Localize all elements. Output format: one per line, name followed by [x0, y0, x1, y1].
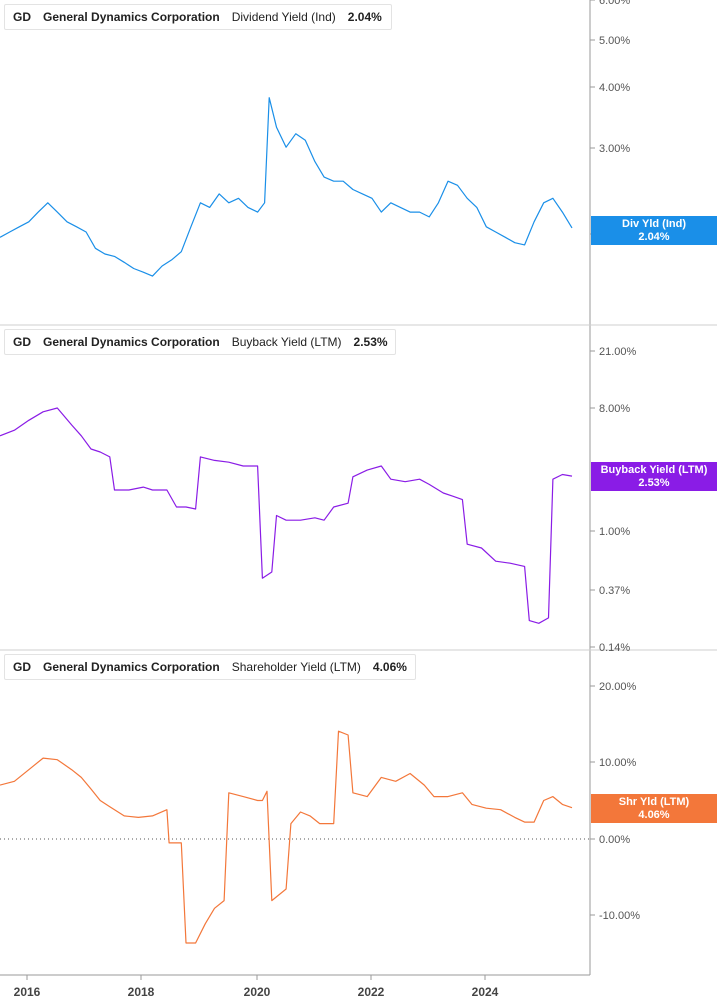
legend-metric-value: 4.06%: [372, 660, 407, 674]
legend-shareholder-yield: GD General Dynamics Corporation Sharehol…: [4, 654, 416, 680]
series-line-shareholder-yield: [0, 730, 573, 944]
x-tick-label: 2016: [14, 985, 41, 999]
x-tick-label: 2022: [358, 985, 385, 999]
y-tick-label: 8.00%: [599, 403, 630, 415]
series-layer: [0, 97, 573, 944]
badge-label: Div Yld (Ind): [622, 218, 686, 230]
y-tick-label: 10.00%: [599, 757, 637, 769]
legend-metric-value: 2.53%: [353, 335, 388, 349]
legend-company-name: General Dynamics Corporation: [43, 335, 220, 349]
badge-value: 2.53%: [638, 477, 670, 489]
series-line-buyback-yield: [0, 407, 573, 624]
x-tick-label: 2018: [128, 985, 155, 999]
y-tick-label: 0.00%: [599, 834, 630, 846]
y-tick-label: 6.00%: [599, 0, 630, 7]
legend-metric-name: Buyback Yield (LTM): [231, 335, 342, 349]
current-value-badge-shareholder: Shr Yld (LTM) 4.06%: [591, 794, 717, 823]
y-tick-label: 3.00%: [599, 143, 630, 155]
legend-company-name: General Dynamics Corporation: [43, 10, 220, 24]
current-value-badge-dividend: Div Yld (Ind) 2.04%: [591, 216, 717, 245]
legend-buyback-yield: GD General Dynamics Corporation Buyback …: [4, 329, 396, 355]
legend-company-name: General Dynamics Corporation: [43, 660, 220, 674]
legend-ticker: GD: [13, 10, 31, 24]
badge-label: Shr Yld (LTM): [618, 796, 690, 808]
badge-value: 2.04%: [638, 231, 670, 243]
y-tick-label: -10.00%: [599, 910, 640, 922]
y-tick-label: 20.00%: [599, 681, 637, 693]
y-tick-label: 21.00%: [599, 346, 637, 358]
legend-dividend-yield: GD General Dynamics Corporation Dividend…: [4, 4, 392, 30]
series-line-dividend-yield: [0, 97, 573, 277]
legend-metric-name: Shareholder Yield (LTM): [231, 660, 361, 674]
legend-ticker: GD: [13, 660, 31, 674]
y-tick-label: 1.00%: [599, 526, 630, 538]
x-tick-label: 2024: [472, 985, 499, 999]
badge-label: Buyback Yield (LTM): [600, 464, 708, 476]
y-tick-label: 5.00%: [599, 35, 630, 47]
y-tick-label: 0.37%: [599, 585, 630, 597]
badge-value: 4.06%: [638, 809, 670, 821]
y-tick-label: 0.14%: [599, 642, 630, 654]
current-value-badge-buyback: Buyback Yield (LTM) 2.53%: [591, 462, 717, 491]
legend-metric-value: 2.04%: [347, 10, 382, 24]
legend-ticker: GD: [13, 335, 31, 349]
y-tick-label: 4.00%: [599, 82, 630, 94]
x-tick-label: 2020: [244, 985, 271, 999]
legend-metric-name: Dividend Yield (Ind): [231, 10, 336, 24]
